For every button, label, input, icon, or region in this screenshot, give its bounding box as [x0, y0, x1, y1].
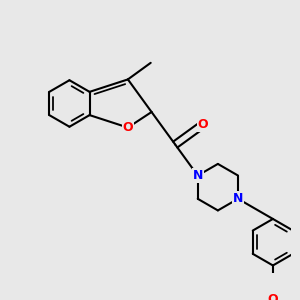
Text: N: N — [233, 192, 243, 205]
Text: N: N — [193, 169, 203, 182]
Text: O: O — [268, 293, 278, 300]
Text: O: O — [198, 118, 208, 131]
Text: O: O — [123, 121, 133, 134]
